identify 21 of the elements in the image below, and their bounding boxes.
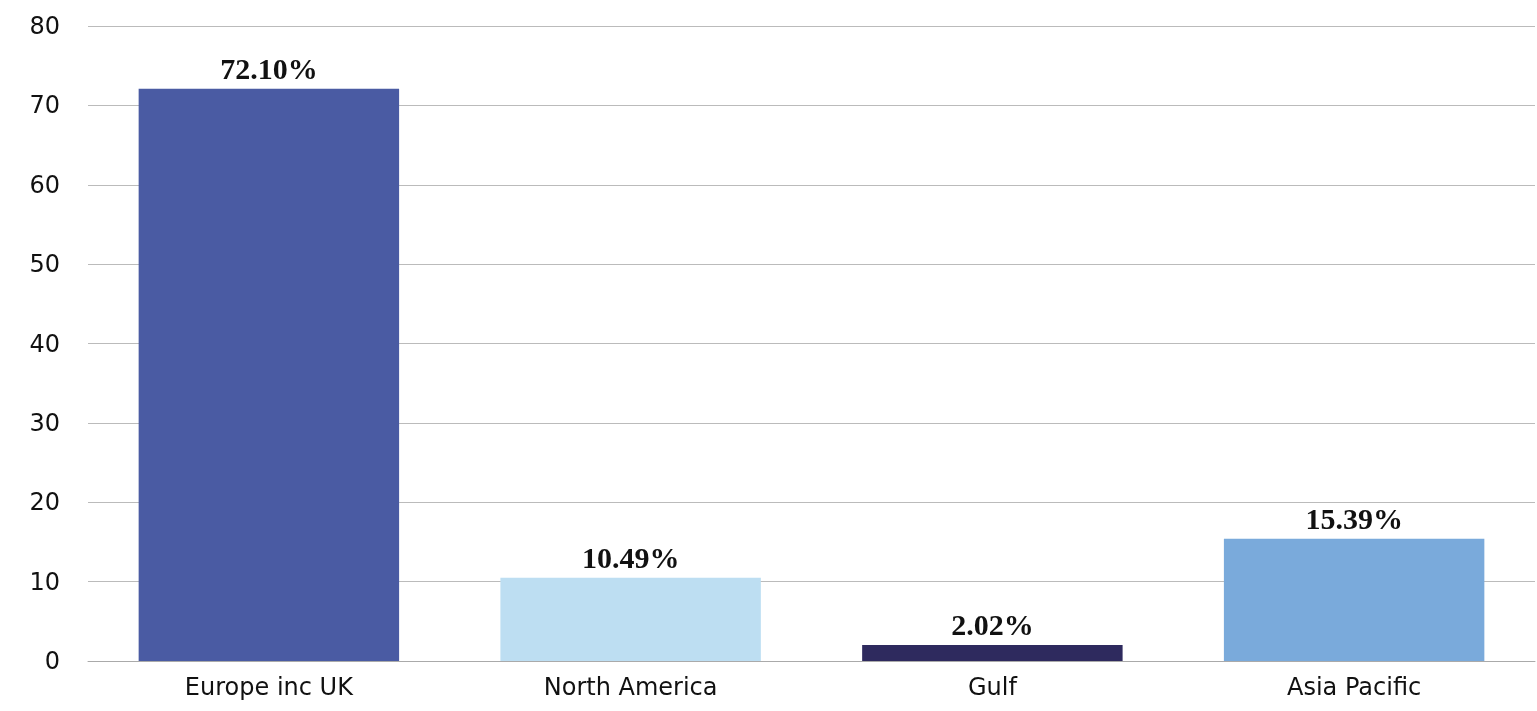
y-tick-label: 80	[29, 12, 60, 40]
data-label: 2.02%	[951, 608, 1034, 642]
bar	[138, 88, 400, 661]
y-tick-label: 40	[29, 329, 60, 358]
x-tick-label: Asia Pacific	[1287, 673, 1422, 701]
y-tick-label: 30	[29, 408, 60, 437]
data-label: 72.10%	[220, 52, 318, 86]
x-tick-label: Europe inc UK	[184, 673, 355, 701]
x-tick-label: North America	[543, 673, 718, 701]
y-tick-label: 0	[44, 647, 60, 675]
x-tick-label: Gulf	[967, 673, 1018, 701]
y-tick-label: 60	[29, 170, 60, 199]
bar	[1223, 538, 1485, 661]
data-label: 10.49%	[581, 541, 680, 575]
y-tick-label: 50	[29, 250, 60, 279]
data-label: 15.39%	[1305, 502, 1403, 536]
y-tick-label: 20	[29, 488, 60, 517]
y-tick-label: 70	[29, 91, 60, 120]
bar	[862, 644, 1123, 661]
bar	[500, 577, 761, 661]
y-tick-label: 10	[29, 567, 60, 596]
